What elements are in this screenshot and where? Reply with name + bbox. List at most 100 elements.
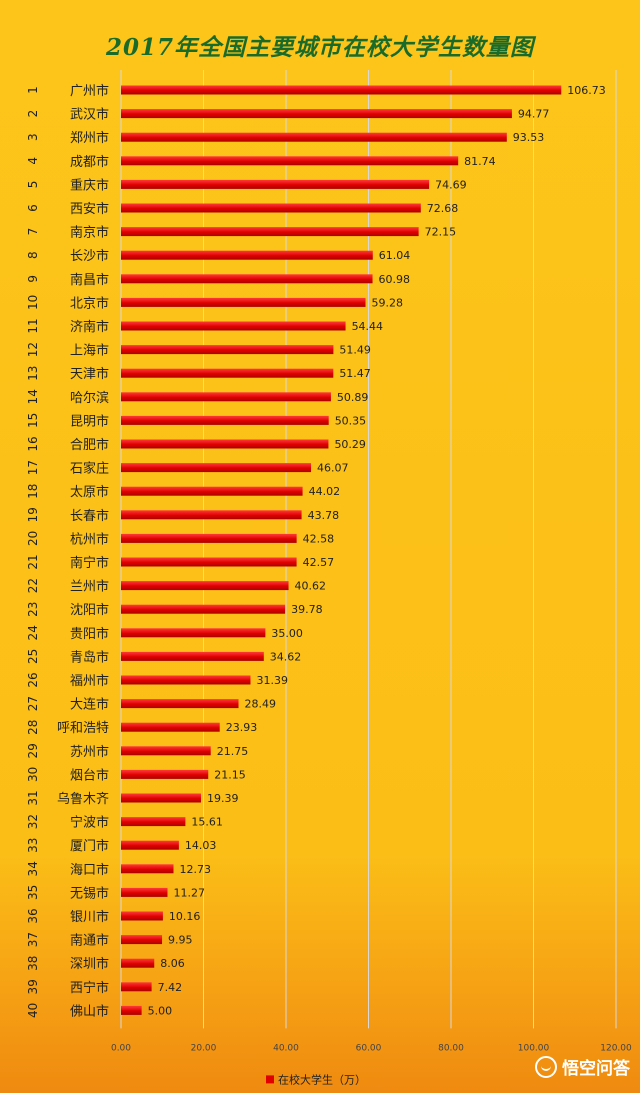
category-label: 苏州市 xyxy=(70,744,109,760)
rank-label: 16 xyxy=(26,436,40,451)
data-label: 28.49 xyxy=(245,698,276,711)
wukong-logo-icon xyxy=(535,1055,557,1078)
data-label: 21.15 xyxy=(214,768,246,781)
data-label: 14.03 xyxy=(185,839,217,852)
bar xyxy=(121,864,174,874)
rank-label: 7 xyxy=(26,228,40,236)
category-label: 贵阳市 xyxy=(70,626,109,642)
rank-label: 18 xyxy=(26,484,40,499)
category-label: 成都市 xyxy=(70,154,109,170)
data-label: 31.39 xyxy=(256,674,288,687)
data-label: 61.04 xyxy=(379,249,411,262)
data-label: 34.62 xyxy=(270,650,302,663)
x-tick-label: 100.00 xyxy=(518,1043,550,1053)
bar xyxy=(121,581,289,591)
bar xyxy=(121,486,303,496)
category-label: 西宁市 xyxy=(70,980,109,996)
rank-label: 31 xyxy=(26,790,40,805)
category-label: 厦门市 xyxy=(70,838,109,854)
category-label: 郑州市 xyxy=(70,130,109,146)
data-label: 10.16 xyxy=(169,910,201,923)
data-label: 50.89 xyxy=(337,391,369,404)
category-label: 合肥市 xyxy=(70,437,109,453)
bar xyxy=(121,840,179,850)
rank-label: 21 xyxy=(26,554,40,569)
rank-label: 36 xyxy=(26,908,40,923)
watermark-text: 悟空问答 xyxy=(562,1059,630,1079)
bar xyxy=(121,321,346,331)
category-label: 青岛市 xyxy=(70,649,109,665)
category-label: 杭州市 xyxy=(70,531,109,547)
rank-label: 38 xyxy=(26,956,40,971)
data-label: 81.74 xyxy=(464,155,496,168)
bar xyxy=(121,911,163,921)
category-label: 武汉市 xyxy=(70,107,109,123)
x-tick-label: 80.00 xyxy=(438,1043,464,1053)
bar xyxy=(121,1005,142,1015)
bar xyxy=(121,675,251,685)
bar xyxy=(121,628,266,638)
x-tick-label: 40.00 xyxy=(273,1043,299,1053)
data-label: 106.73 xyxy=(567,84,606,97)
category-label: 广州市 xyxy=(70,83,109,99)
data-label: 7.42 xyxy=(158,981,183,994)
data-label: 59.28 xyxy=(372,296,404,309)
data-label: 21.75 xyxy=(217,745,249,758)
data-label: 9.95 xyxy=(168,934,193,947)
rank-label: 28 xyxy=(26,720,40,735)
category-label: 上海市 xyxy=(70,343,109,359)
data-label: 39.78 xyxy=(291,603,323,616)
category-label: 长沙市 xyxy=(70,248,109,264)
bar xyxy=(121,510,302,520)
bar xyxy=(121,250,373,260)
rank-label: 14 xyxy=(26,389,40,404)
bar xyxy=(121,109,512,119)
bar xyxy=(121,604,286,614)
watermark: 悟空问答 xyxy=(535,1054,630,1079)
data-label: 5.00 xyxy=(148,1004,173,1017)
data-label: 51.49 xyxy=(339,344,371,357)
data-label: 50.35 xyxy=(335,414,367,427)
category-label: 长春市 xyxy=(70,508,109,524)
category-label: 南宁市 xyxy=(70,555,109,571)
rank-label: 29 xyxy=(26,743,40,758)
bar xyxy=(121,415,329,425)
bar xyxy=(121,793,201,803)
rank-label: 8 xyxy=(26,251,40,259)
category-label: 哈尔滨 xyxy=(70,390,109,406)
bar xyxy=(121,179,430,189)
data-label: 12.73 xyxy=(180,863,212,876)
bar xyxy=(121,982,152,992)
rank-label: 34 xyxy=(26,861,40,876)
bar xyxy=(121,935,163,945)
data-label: 43.78 xyxy=(308,509,340,522)
data-label: 35.00 xyxy=(271,627,303,640)
data-label: 11.27 xyxy=(173,886,205,899)
chart-title: 2017年全国主要城市在校大学生数量图 xyxy=(105,34,534,61)
data-label: 42.57 xyxy=(303,556,335,569)
rank-label: 10 xyxy=(26,295,40,310)
legend-swatch xyxy=(266,1075,274,1084)
rank-label: 20 xyxy=(26,531,40,546)
data-label: 94.77 xyxy=(518,108,550,121)
rank-label: 19 xyxy=(26,507,40,522)
rank-label: 30 xyxy=(26,767,40,782)
rank-label: 1 xyxy=(26,86,40,94)
category-label: 海口市 xyxy=(70,862,109,878)
rank-label: 9 xyxy=(26,275,40,283)
bar xyxy=(121,958,155,968)
bar xyxy=(121,132,507,142)
rank-label: 33 xyxy=(26,838,40,853)
data-label: 50.29 xyxy=(334,438,366,451)
category-label: 福州市 xyxy=(70,673,109,689)
data-label: 54.44 xyxy=(352,320,384,333)
bar xyxy=(121,274,373,284)
rank-label: 6 xyxy=(26,204,40,212)
category-label: 宁波市 xyxy=(70,815,109,831)
bar xyxy=(121,392,331,402)
category-label: 佛山市 xyxy=(70,1003,109,1019)
category-label: 银川市 xyxy=(70,909,109,925)
data-label: 42.58 xyxy=(303,532,335,545)
data-label: 74.69 xyxy=(435,178,467,191)
